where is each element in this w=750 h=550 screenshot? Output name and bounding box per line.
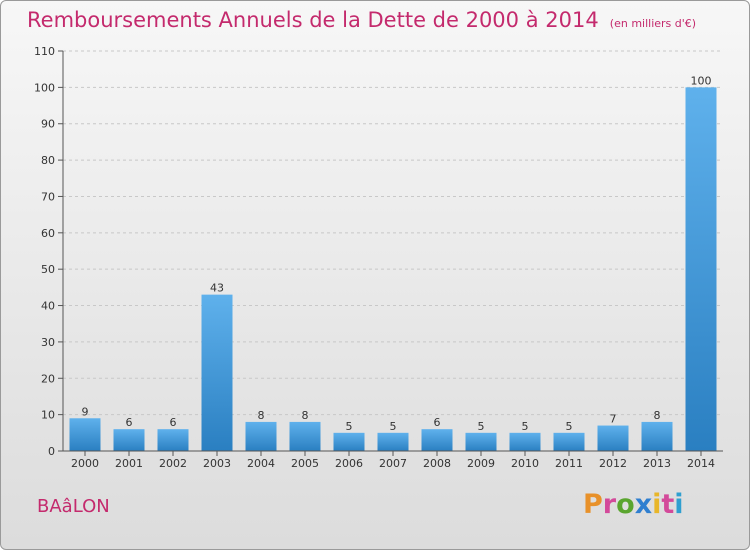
title-row: Remboursements Annuels de la Dette de 20… <box>27 8 696 32</box>
data-label-2013: 8 <box>654 409 661 422</box>
data-label-2012: 7 <box>610 413 617 426</box>
logo-letter: i <box>674 489 684 520</box>
y-tick-label: 40 <box>41 300 55 313</box>
chart-title: Remboursements Annuels de la Dette de 20… <box>27 8 599 32</box>
data-label-2009: 5 <box>478 420 485 433</box>
x-tick-label: 2005 <box>291 457 319 470</box>
bar-2008 <box>421 429 453 451</box>
data-label-2005: 8 <box>302 409 309 422</box>
y-tick-label: 90 <box>41 118 55 131</box>
data-label-2008: 6 <box>434 416 441 429</box>
bar-2006 <box>333 432 365 451</box>
x-tick-label: 2001 <box>115 457 143 470</box>
bar-2007 <box>377 432 409 451</box>
bar-2012 <box>597 425 629 451</box>
bar-2002 <box>157 429 189 451</box>
x-tick-label: 2004 <box>247 457 275 470</box>
bar-2013 <box>641 421 673 451</box>
x-tick-label: 2008 <box>423 457 451 470</box>
x-tick-label: 2010 <box>511 457 539 470</box>
commune-name: BAâLON <box>37 496 110 517</box>
data-label-2001: 6 <box>126 416 133 429</box>
y-tick-label: 20 <box>41 372 55 385</box>
data-label-2003: 43 <box>210 282 224 295</box>
data-label-2006: 5 <box>346 420 353 433</box>
bar-2004 <box>245 421 277 451</box>
bar-2000 <box>69 418 101 451</box>
bars <box>69 87 717 451</box>
data-label-2011: 5 <box>566 420 573 433</box>
bar-2011 <box>553 432 585 451</box>
y-tick-label: 0 <box>48 445 55 458</box>
y-tick-label: 10 <box>41 409 55 422</box>
logo-letter: i <box>652 489 662 520</box>
logo-letter: x <box>634 489 653 520</box>
labels: 0 10 20 30 40 50 60 70 80 90 100 110 9 2000 6 2001 6 2002… <box>34 45 715 470</box>
x-tick-label: 2011 <box>555 457 583 470</box>
bar-2003 <box>201 294 233 451</box>
bar-2009 <box>465 432 497 451</box>
bar-2014 <box>685 87 717 451</box>
x-tick-label: 2006 <box>335 457 363 470</box>
y-tick-label: 50 <box>41 263 55 276</box>
proxiti-logo: Proxiti <box>583 489 684 520</box>
y-tick-label: 30 <box>41 336 55 349</box>
logo-letter: o <box>616 489 635 520</box>
bar-2005 <box>289 421 321 451</box>
data-label-2010: 5 <box>522 420 529 433</box>
y-tick-label: 60 <box>41 227 55 240</box>
x-tick-label: 2014 <box>687 457 715 470</box>
y-tick-label: 100 <box>34 81 55 94</box>
x-tick-label: 2003 <box>203 457 231 470</box>
data-label-2002: 6 <box>170 416 177 429</box>
bar-2001 <box>113 429 145 451</box>
chart-subtitle: (en milliers d'€) <box>609 17 697 30</box>
y-tick-label: 110 <box>34 45 55 58</box>
axes <box>58 50 723 456</box>
x-tick-label: 2007 <box>379 457 407 470</box>
x-tick-label: 2000 <box>71 457 99 470</box>
x-tick-label: 2009 <box>467 457 495 470</box>
x-tick-label: 2002 <box>159 457 187 470</box>
y-tick-label: 70 <box>41 190 55 203</box>
data-label-2014: 100 <box>691 74 712 87</box>
data-label-2004: 8 <box>258 409 265 422</box>
logo-letter: r <box>602 489 617 520</box>
x-tick-label: 2013 <box>643 457 671 470</box>
logo-letter: P <box>583 489 603 520</box>
logo-letter: t <box>661 489 675 520</box>
data-label-2007: 5 <box>390 420 397 433</box>
grid-lines <box>63 50 723 416</box>
data-label-2000: 9 <box>82 405 89 418</box>
x-tick-label: 2012 <box>599 457 627 470</box>
y-tick-label: 80 <box>41 154 55 167</box>
bar-2010 <box>509 432 541 451</box>
